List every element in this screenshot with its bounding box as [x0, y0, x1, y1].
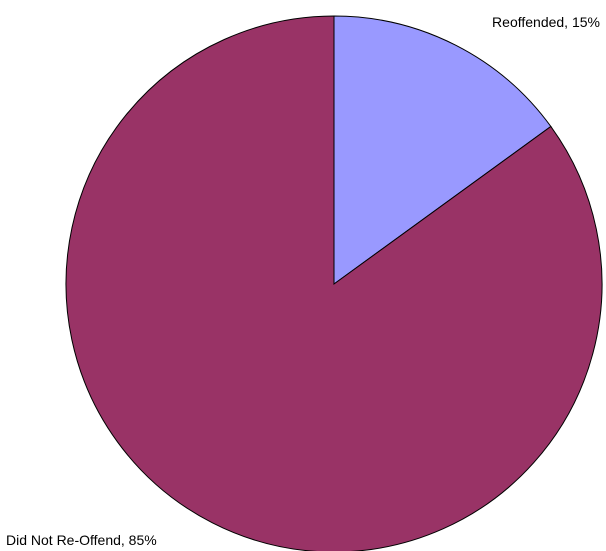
slice-label-reoffended: Reoffended, 15%: [492, 14, 600, 30]
pie-slice-did-not-re-offend: [65, 15, 603, 551]
slice-label-did-not-re-offend: Did Not Re-Offend, 85%: [6, 532, 157, 548]
pie-slices: [65, 15, 603, 551]
pie-slice-reoffended: [333, 15, 552, 285]
